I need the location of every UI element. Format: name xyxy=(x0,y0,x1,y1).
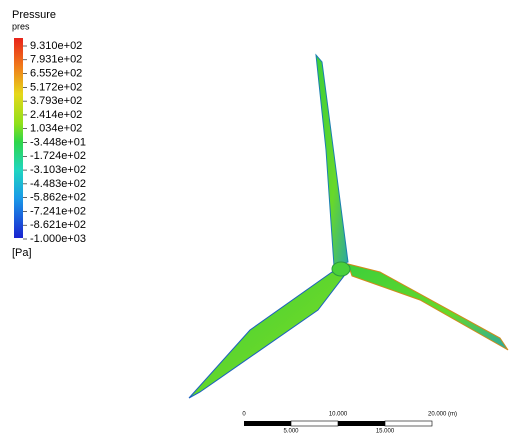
scale-segment xyxy=(338,421,385,426)
legend-label: -5.862e+02 xyxy=(30,192,86,204)
scale-label: 15.000 xyxy=(376,429,395,434)
scale-segment xyxy=(244,421,291,426)
scale-label: 20.000 (m) xyxy=(428,412,457,418)
legend-title: Pressure xyxy=(12,9,56,21)
hub xyxy=(331,261,351,277)
legend-label: 9.310e+02 xyxy=(30,40,82,52)
scale-segment xyxy=(384,420,433,427)
color-bar xyxy=(14,38,23,238)
scale-label: 0 xyxy=(242,412,246,418)
legend-label: -4.483e+02 xyxy=(30,178,86,190)
legend-unit: [Pa] xyxy=(12,247,32,259)
legend-label: -8.621e+02 xyxy=(30,219,86,231)
scale-label: 10.000 xyxy=(329,412,348,418)
scale-bar: 0 10.000 20.000 (m) 5.000 15.000 xyxy=(242,412,457,434)
legend-label: -3.448e+01 xyxy=(30,136,86,148)
legend-label: -1.000e+03 xyxy=(30,233,86,245)
blade xyxy=(188,271,345,399)
legend-label: 5.172e+02 xyxy=(30,81,82,93)
legend-label: 6.552e+02 xyxy=(30,67,82,79)
legend-label: 2.414e+02 xyxy=(30,109,82,121)
legend-label: 3.793e+02 xyxy=(30,95,82,107)
blade xyxy=(347,263,509,351)
scale-segment xyxy=(290,420,339,427)
turbine xyxy=(188,53,509,399)
legend-label: -1.724e+02 xyxy=(30,150,86,162)
legend-label: -3.103e+02 xyxy=(30,164,86,176)
blade xyxy=(315,53,349,267)
legend-label: -7.241e+02 xyxy=(30,205,86,217)
legend-label: 7.931e+02 xyxy=(30,54,82,66)
legend-variable: pres xyxy=(12,21,30,31)
legend-label: 1.034e+02 xyxy=(30,123,82,135)
legend: Pressure pres 9.310e+02 7.931e+026.552e+0… xyxy=(12,9,86,259)
scale-label: 5.000 xyxy=(283,429,299,434)
